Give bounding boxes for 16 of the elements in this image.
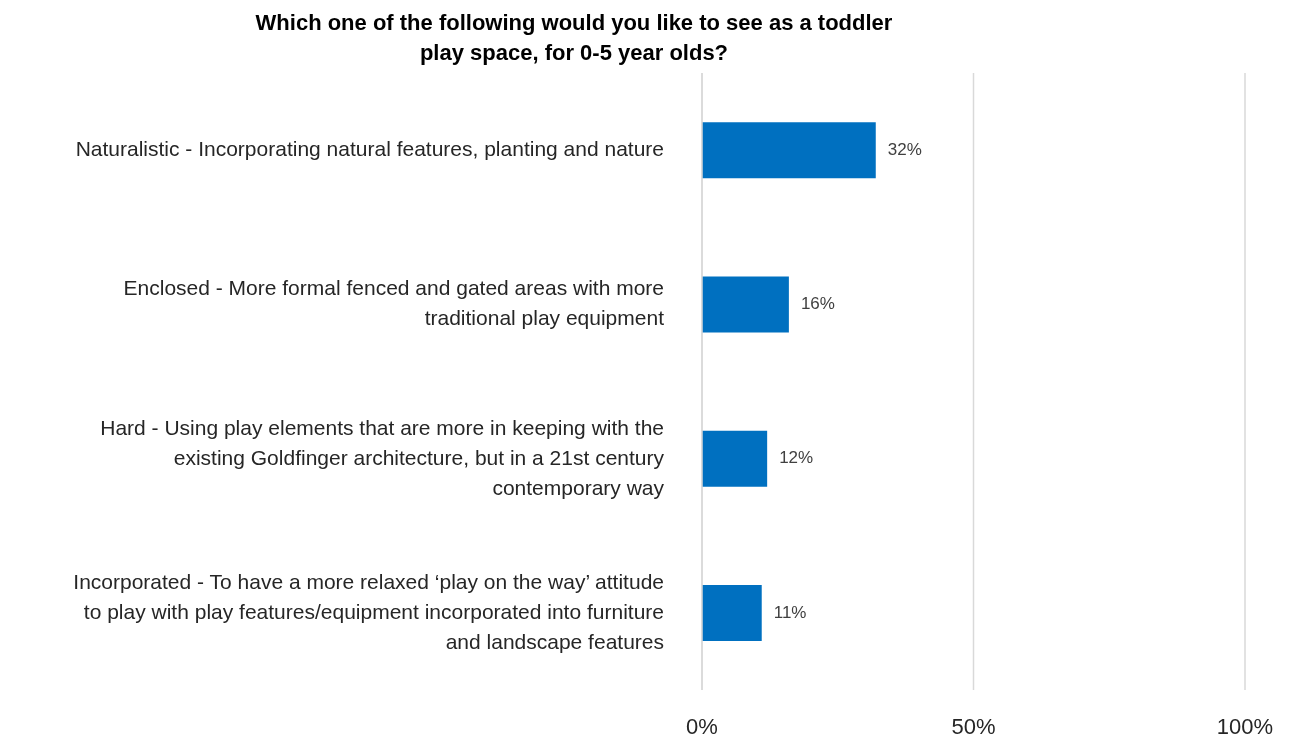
y-tick-label: Incorporated - To have a more relaxed ‘play on the way’ attitude to play with play features/equipment incorporated into furniture and landscape features [73,569,664,653]
bar [702,430,768,487]
chart-title: Which one of the following would you like to see as a toddler play space, for 0-5 year olds? [254,9,894,67]
y-tick-label: Hard - Using play elements that are more in keeping with the existing Goldfinger architecture, but in a 21st century contemporary way [100,415,665,499]
data-label: 12% [779,448,814,468]
bar [702,122,876,179]
y-tick-label: Enclosed - More formal fenced and gated areas with more traditional play equipment [123,275,665,329]
bar [702,276,789,333]
data-label: 32% [887,139,922,159]
bar [702,585,762,642]
data-label: 11% [773,602,807,622]
x-tick-label: 100% [1216,713,1274,739]
x-tick-label: 50% [951,713,996,739]
y-tick-label: Naturalistic - Incorporating natural features, planting and nature [75,136,664,160]
x-tick-label: 0% [686,713,718,739]
data-label: 16% [800,294,835,314]
